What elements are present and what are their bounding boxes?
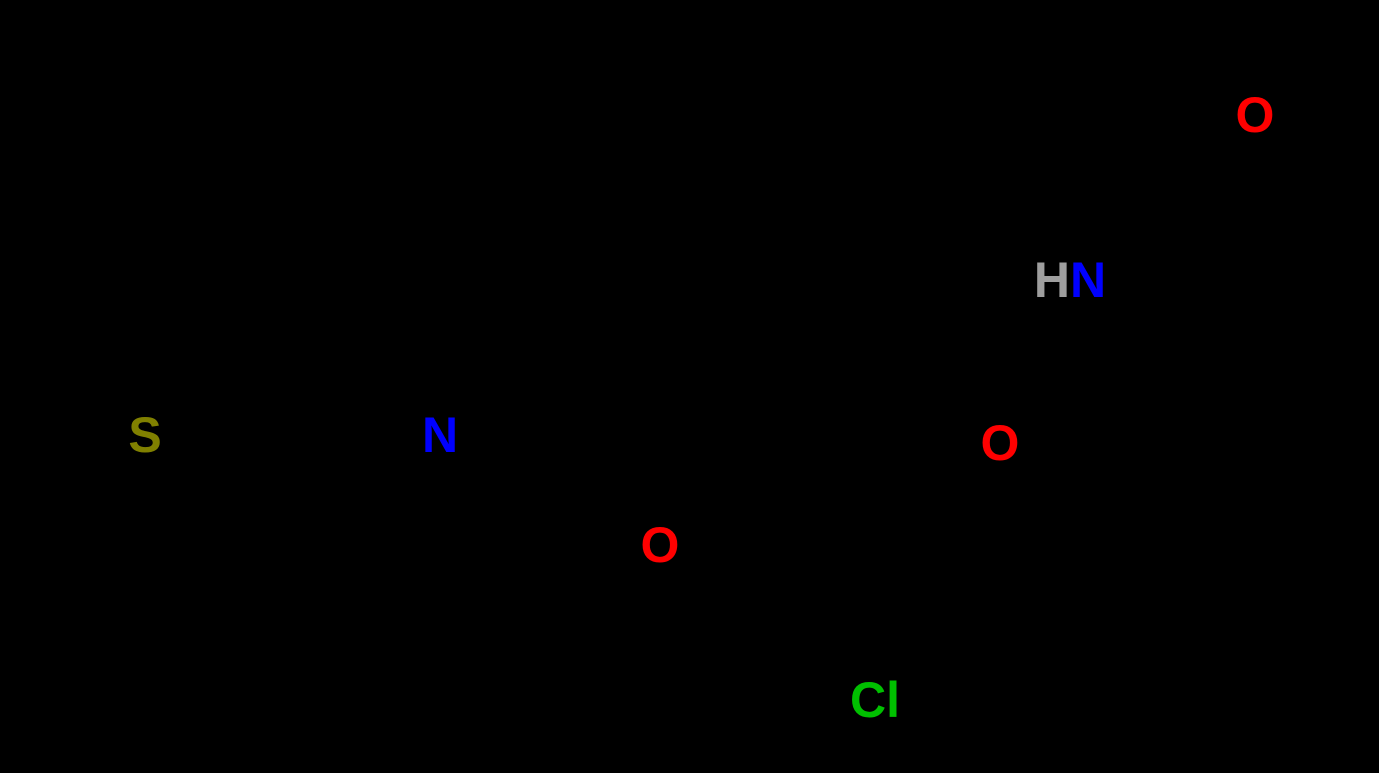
atom-label-cl: Cl [850,672,900,728]
chemical-structure-diagram: S N O Cl O HN O [0,0,1379,773]
atom-label-o: O [641,517,680,573]
atom-label-s: S [128,407,161,463]
atom-label-o: O [1236,87,1275,143]
atom-label-n: N [422,407,458,463]
atom-label-o: O [981,415,1020,471]
atom-label-n: HN [1034,252,1106,308]
